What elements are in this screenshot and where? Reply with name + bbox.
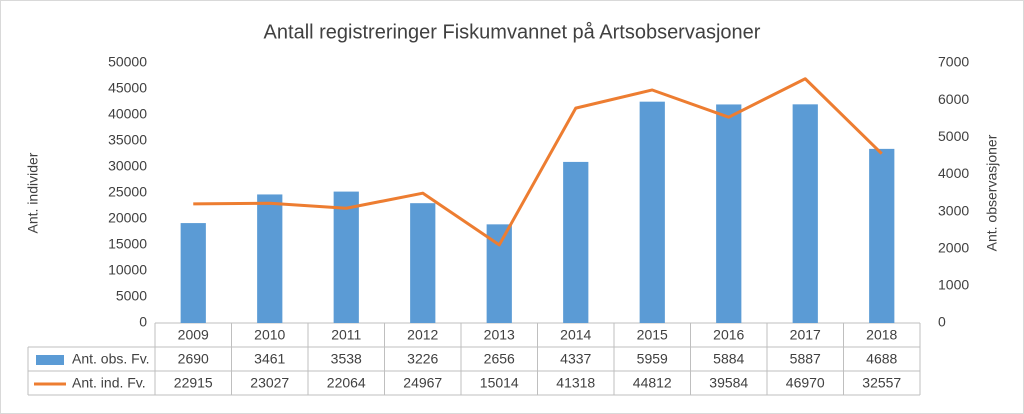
y-tick-label: 25000 [108, 184, 147, 200]
x-tick-label: 2016 [713, 327, 744, 343]
table-value: 4337 [560, 351, 591, 367]
y-tick-label: 50000 [108, 54, 147, 70]
table-value: 46970 [786, 375, 825, 391]
y-tick-label: 20000 [108, 210, 147, 226]
bar [410, 203, 436, 323]
y2-tick-label: 6000 [938, 91, 969, 107]
table-value: 5884 [713, 351, 744, 367]
table-value: 5887 [790, 351, 821, 367]
bar [563, 161, 589, 323]
x-tick-label: 2012 [407, 327, 438, 343]
y2-tick-label: 1000 [938, 277, 969, 293]
legend-label: Ant. obs. Fv. [72, 351, 150, 367]
x-tick-label: 2015 [637, 327, 668, 343]
x-tick-label: 2014 [560, 327, 591, 343]
y2-tick-label: 4000 [938, 165, 969, 181]
table-value: 3226 [407, 351, 438, 367]
bar [257, 194, 283, 323]
table-value: 23027 [250, 375, 289, 391]
table-value: 15014 [480, 375, 519, 391]
table-value: 2656 [484, 351, 515, 367]
x-tick-label: 2010 [254, 327, 285, 343]
y2-tick-label: 5000 [938, 128, 969, 144]
y2-tick-label: 2000 [938, 239, 969, 255]
table-value: 2690 [178, 351, 209, 367]
bar [716, 104, 742, 323]
y2-tick-label: 0 [938, 314, 946, 330]
table-value: 24967 [403, 375, 442, 391]
y-tick-label: 5000 [116, 288, 147, 304]
y2-tick-label: 7000 [938, 54, 969, 70]
bar [333, 191, 359, 323]
x-tick-label: 2011 [331, 327, 361, 343]
legend-label: Ant. ind. Fv. [72, 375, 146, 391]
table-value: 39584 [709, 375, 748, 391]
table-value: 3461 [254, 351, 285, 367]
chart-title: Antall registreringer Fiskumvannet på Ar… [264, 21, 761, 43]
y-axis-label: Ant. individer [25, 152, 41, 233]
table-value: 32557 [862, 375, 901, 391]
table-value: 44812 [633, 375, 672, 391]
y-tick-label: 35000 [108, 132, 147, 148]
y-tick-label: 10000 [108, 262, 147, 278]
table-value: 4688 [866, 351, 897, 367]
line [193, 77, 883, 247]
x-tick-label: 2009 [178, 327, 209, 343]
y-tick-label: 15000 [108, 236, 147, 252]
table-value: 3538 [331, 351, 362, 367]
legend-key [36, 355, 64, 365]
x-tick-label: 2013 [484, 327, 515, 343]
y-tick-label: 45000 [108, 80, 147, 96]
bar [180, 223, 206, 323]
bar [792, 104, 818, 323]
x-tick-label: 2017 [790, 327, 821, 343]
bar [869, 148, 895, 323]
y2-axis-label: Ant. observasjoner [984, 134, 1000, 251]
table-value: 22915 [174, 375, 213, 391]
y-tick-label: 0 [139, 314, 147, 330]
bar [639, 101, 665, 323]
table-value: 41318 [556, 375, 595, 391]
table-value: 22064 [327, 375, 366, 391]
y-tick-label: 30000 [108, 158, 147, 174]
table-value: 5959 [637, 351, 668, 367]
x-tick-label: 2018 [866, 327, 897, 343]
y2-tick-label: 3000 [938, 202, 969, 218]
y-tick-label: 40000 [108, 106, 147, 122]
